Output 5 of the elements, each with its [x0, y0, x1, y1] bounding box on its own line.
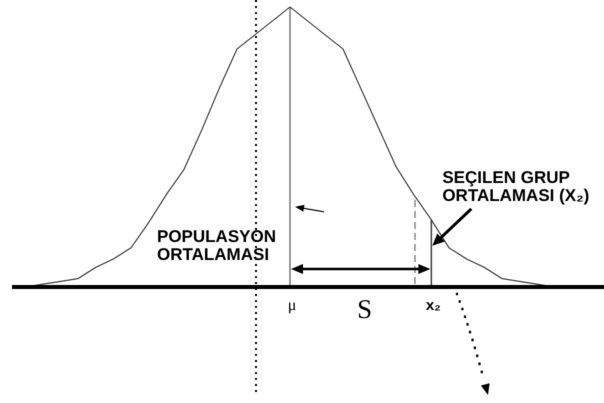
x-tick-label: x₂	[426, 297, 441, 314]
text: S	[357, 294, 372, 324]
annotation: SEÇILEN GRUP ORTALAMASI (X₂)	[442, 168, 590, 205]
annotation: POPULASYON ORTALAMASI	[157, 226, 276, 264]
x-tick-label: μ	[288, 297, 296, 314]
